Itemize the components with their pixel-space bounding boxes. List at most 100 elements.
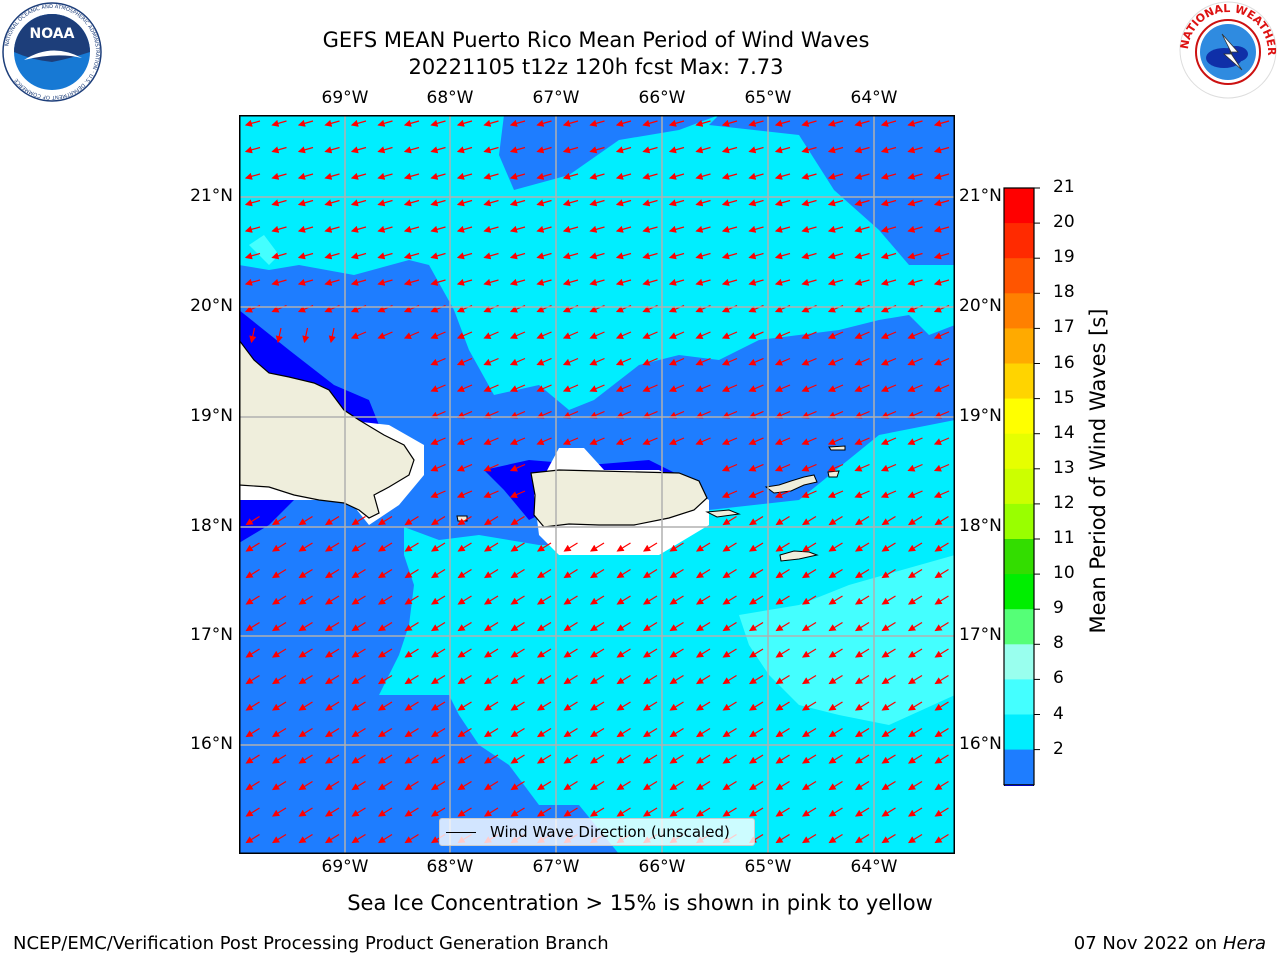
wind-wave-arrow — [721, 490, 738, 498]
wind-wave-arrow — [775, 754, 790, 764]
wind-wave-arrow — [775, 595, 790, 605]
wind-wave-arrow — [430, 384, 446, 392]
wind-wave-arrow — [589, 252, 605, 260]
wind-wave-arrow — [616, 621, 631, 632]
wind-wave-arrow — [616, 754, 631, 764]
wind-wave-arrow — [907, 833, 923, 844]
wind-wave-arrow — [668, 384, 685, 392]
wind-wave-arrow — [430, 357, 446, 366]
wind-wave-arrow — [510, 648, 525, 658]
wind-wave-arrow — [377, 199, 393, 207]
wind-wave-arrow — [668, 252, 685, 260]
wind-wave-arrow — [377, 754, 393, 764]
wind-wave-arrow — [642, 648, 658, 658]
wind-wave-arrow — [721, 463, 738, 472]
wind-wave-arrow — [695, 754, 711, 764]
wind-wave-arrow — [271, 833, 287, 844]
wind-wave-arrow — [298, 568, 313, 579]
wind-wave-arrow — [589, 331, 605, 339]
wind-wave-arrow — [324, 833, 340, 844]
wind-wave-arrow — [404, 727, 419, 738]
wind-wave-arrow — [377, 278, 393, 286]
wind-wave-arrow — [430, 119, 446, 127]
colorbar-tick-label: 16 — [1053, 352, 1075, 373]
wind-wave-arrow — [563, 701, 578, 711]
lon-label-bottom-67w: 67°W — [532, 857, 580, 877]
lon-label-top-64w: 64°W — [850, 88, 898, 108]
wind-wave-arrow — [351, 648, 366, 658]
wind-wave-arrow — [642, 384, 658, 392]
wind-wave-arrow — [245, 568, 260, 579]
wind-wave-arrow — [404, 648, 419, 658]
wind-wave-arrow — [562, 357, 579, 366]
wind-wave-arrow — [377, 146, 393, 154]
wind-wave-arrow — [880, 252, 897, 260]
wind-wave-arrow — [854, 515, 870, 526]
land-sombrero — [827, 470, 840, 478]
sea-ice-note: Sea Ice Concentration > 15% is shown in … — [347, 891, 933, 915]
wind-wave-arrow — [774, 119, 791, 127]
wind-wave-arrow — [907, 437, 923, 445]
wind-wave-arrow — [483, 568, 499, 579]
wind-wave-arrow — [933, 331, 950, 339]
wind-wave-arrow — [298, 727, 313, 738]
wind-wave-arrow — [271, 674, 287, 685]
wind-wave-arrow — [774, 437, 791, 445]
wind-wave-arrow — [562, 384, 579, 392]
lat-label-left-20n: 20°N — [190, 296, 233, 316]
wind-wave-arrow — [298, 701, 313, 711]
lat-label-right-21n: 21°N — [959, 186, 1002, 206]
wind-wave-arrow — [510, 701, 525, 711]
wind-wave-arrow — [934, 754, 949, 764]
wind-wave-arrow — [457, 568, 472, 579]
colorbar-tick-label: 11 — [1053, 528, 1075, 548]
lon-label-bottom-68w: 68°W — [426, 857, 474, 877]
wind-wave-arrow — [827, 199, 844, 207]
wind-wave-arrow — [536, 225, 552, 233]
wind-wave-arrow — [457, 701, 472, 711]
wind-wave-arrow — [377, 172, 393, 180]
wind-wave-arrow — [350, 278, 367, 286]
wind-wave-arrow — [748, 331, 764, 339]
wind-wave-arrow — [828, 648, 843, 658]
wind-wave-arrow — [377, 252, 393, 260]
wind-wave-arrow — [668, 278, 685, 286]
wind-wave-arrow — [828, 621, 843, 632]
wind-wave-arrow — [615, 172, 632, 180]
wind-wave-arrow — [324, 754, 340, 764]
wind-wave-arrow — [457, 674, 472, 685]
wind-wave-arrow — [881, 515, 896, 526]
colorbar-segment — [1004, 503, 1034, 540]
wind-wave-arrow — [404, 754, 419, 764]
wind-wave-arrow — [562, 225, 579, 233]
wind-wave-arrow — [483, 331, 499, 339]
wind-wave-arrow — [801, 119, 817, 127]
wind-wave-arrow — [721, 437, 738, 445]
wind-wave-arrow — [483, 542, 499, 552]
wind-wave-arrow — [324, 515, 340, 526]
wind-wave-arrow — [377, 727, 393, 738]
wind-wave-arrow — [536, 701, 552, 711]
wind-wave-arrow — [589, 199, 605, 207]
wind-wave-arrow — [377, 515, 393, 526]
wind-wave-arrow — [907, 701, 923, 711]
wind-wave-arrow — [430, 252, 446, 260]
wind-wave-arrow — [801, 727, 817, 738]
colorbar-extend-triangle — [1003, 784, 1035, 786]
wind-wave-arrow — [854, 621, 870, 632]
wind-wave-arrow — [907, 463, 923, 472]
lat-label-right-20n: 20°N — [959, 296, 1002, 316]
wind-wave-arrow — [881, 542, 896, 552]
noaa-logo: NOAA NATIONAL OCEANIC AND ATMOSPHERIC AD… — [2, 2, 102, 102]
wind-wave-arrow — [509, 357, 526, 366]
colorbar-segment — [1004, 574, 1034, 610]
wind-wave-arrow — [854, 437, 870, 445]
nws-logo: NATIONAL WEATHER SERVICE — [1174, 0, 1278, 100]
wind-wave-arrow — [907, 119, 923, 127]
wind-wave-arrow — [801, 437, 817, 445]
wind-wave-arrow — [854, 780, 870, 791]
wind-wave-arrow — [748, 807, 764, 817]
wind-wave-arrow — [616, 807, 631, 817]
wind-wave-arrow — [642, 595, 658, 605]
wind-wave-arrow — [933, 278, 950, 286]
